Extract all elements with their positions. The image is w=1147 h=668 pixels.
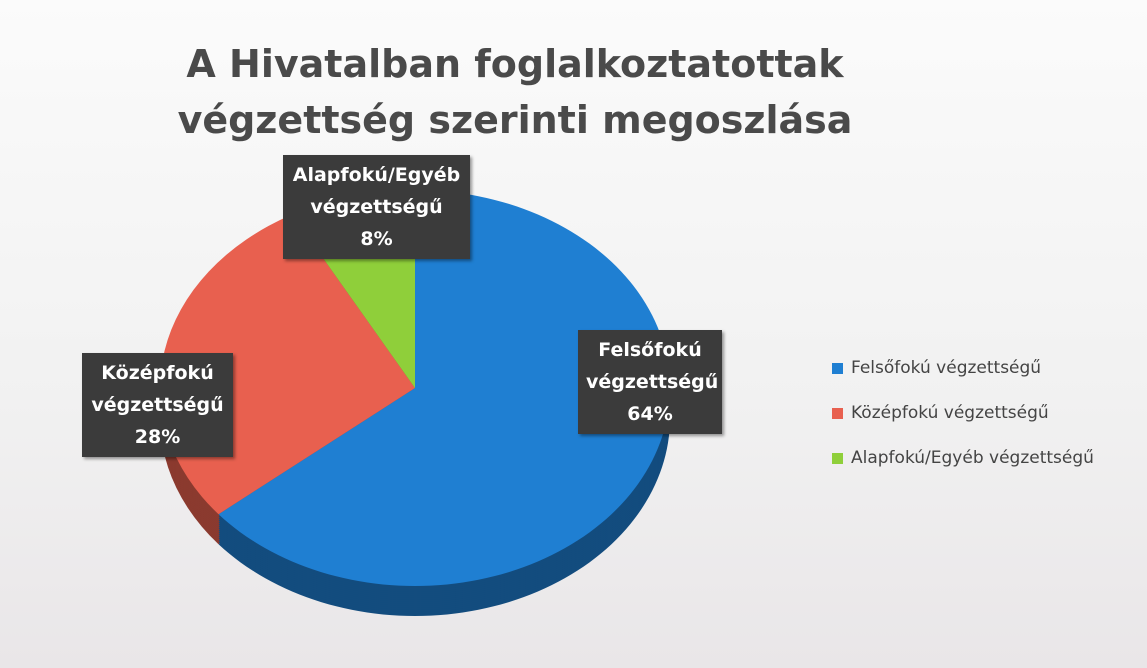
legend-item: Felsőfokú végzettségű — [832, 358, 1041, 378]
slice — [218, 190, 671, 586]
legend-label: Felsőfokú végzettségű — [851, 358, 1042, 378]
data-label-category: Alapfokú/Egyéb végzettségű — [292, 164, 461, 218]
data-label: Felsőfokú végzettségű 64% — [578, 330, 722, 434]
legend-item: Középfokú végzettségű — [832, 403, 1049, 423]
legend-label: Alapfokú/Egyéb végzettségű — [851, 448, 1094, 468]
data-label-category: Felsőfokú végzettségű — [586, 339, 719, 393]
chart-title: A Hivatalban foglalkoztatottak végzettsé… — [177, 42, 853, 142]
data-label-value: 8% — [360, 228, 393, 250]
data-label-category: Középfokú végzettségű — [91, 362, 224, 416]
data-label-value: 64% — [627, 403, 673, 425]
legend-label: Középfokú végzettségű — [851, 403, 1049, 423]
legend-swatch — [832, 407, 843, 419]
legend-swatch — [832, 452, 843, 464]
data-label: Alapfokú/Egyéb végzettségű 8% — [283, 155, 470, 259]
legend-item: Alapfokú/Egyéb végzettségű — [832, 448, 1094, 468]
legend-swatch — [832, 362, 843, 374]
data-label-value: 28% — [134, 426, 181, 448]
data-label: Középfokú végzettségű 28% — [82, 353, 233, 457]
